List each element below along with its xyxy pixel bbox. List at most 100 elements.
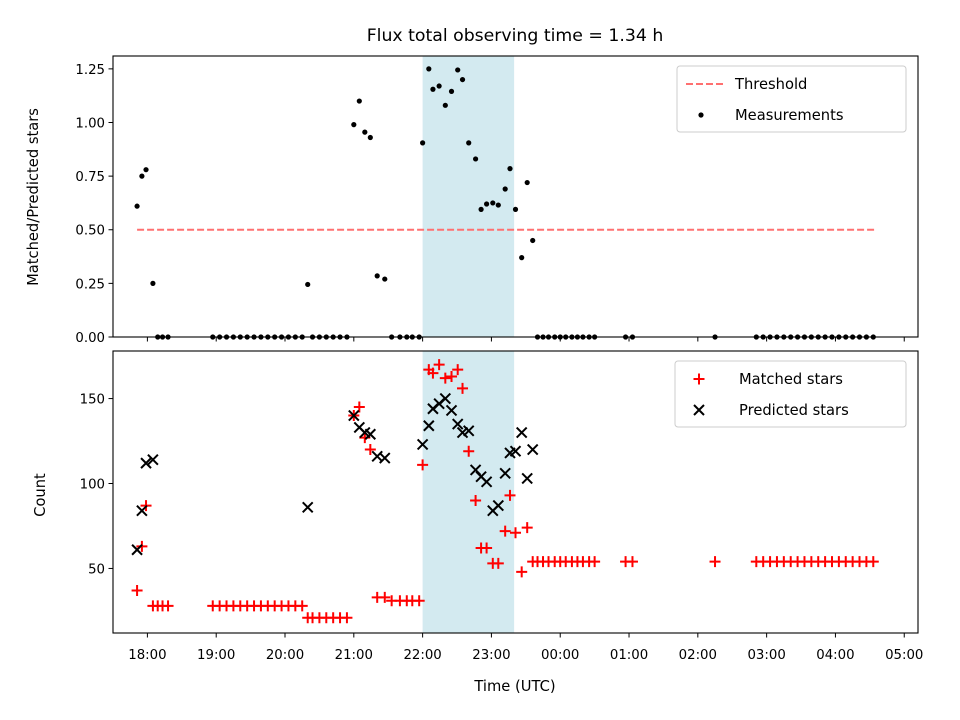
matched-star-point [433,359,445,371]
predicted-star-point [526,443,539,456]
predicted-star-point [521,472,533,485]
predicted-star-point [499,467,511,480]
legend-predicted-swatch [693,404,705,416]
legend-measurements-swatch [698,112,704,118]
measurement-point [478,206,484,212]
top-y-tick-label: 0.50 [75,224,105,239]
predicted-star-point [364,428,377,440]
predicted-star-point [509,445,522,457]
top-legend-label: Threshold [734,76,807,93]
matched-star-point [417,459,429,471]
matched-star-point [867,556,879,568]
top-highlight-span [422,56,515,337]
measurement-point [351,122,357,128]
bottom-legend-label: Matched stars [739,371,843,388]
predicted-star-point [492,499,505,512]
matched-star-point [131,585,143,597]
top-y-tick-label: 0.25 [75,277,105,292]
measurement-point [143,167,149,173]
x-tick-label: 01:00 [610,648,648,663]
matched-star-point [510,527,521,539]
predicted-star-point [463,425,475,437]
top-y-tick-label: 1.00 [75,116,105,131]
predicted-star-point [379,452,391,464]
matched-star-point [492,557,504,569]
measurement-point [367,134,373,141]
matched-star-point [359,432,371,444]
bottom-y-tick-label: 50 [88,562,105,577]
matched-star-point [499,525,511,537]
top-panel-plot: 0.00 0.25 0.50 0.75 1.00 1.25 Threshold Measure… [75,55,919,346]
predicted-star-point [348,409,360,422]
measurement-point [442,102,448,108]
top-y-axis-label: Matched/Predicted stars [25,108,42,286]
measurement-point [530,237,536,244]
top-axes-frame [112,55,919,338]
matched-star-point [589,556,601,568]
x-tick-label: 22:00 [403,648,441,663]
figure-title: Flux total observing time = 1.34 h [367,26,664,46]
matched-star-point [439,372,451,384]
measurement-point [436,83,442,89]
measurement-point [519,255,525,261]
measurement-point [150,280,156,286]
measurement-point [426,66,432,72]
measurement-point [374,273,380,279]
measurement-point [139,173,145,179]
predicted-star-point [140,457,152,469]
bottom-axes-frame [112,350,919,634]
x-tick-label: 03:00 [747,648,785,663]
measurement-point [448,88,455,94]
top-legend-box [676,65,907,133]
bottom-y-axis-label: Count [32,473,49,517]
matched-star-point [463,445,475,457]
predicted-star-point [445,404,458,417]
matched-star-point [341,612,353,624]
matched-star-point [470,494,482,506]
measurement-point [495,202,501,208]
legend-matched-swatch [693,373,705,385]
x-tick-label: 20:00 [266,648,304,663]
x-tick-label: 05:00 [885,648,923,663]
predicted-star-point [480,476,493,488]
matched-star-point [481,542,493,554]
top-legend-label: Measurements [735,107,844,124]
matched-star-point [457,382,469,394]
x-tick-label: 00:00 [541,648,579,663]
matched-star-point [516,566,528,578]
matched-star-point [296,600,308,612]
bottom-legend-label: Predicted stars [739,402,849,419]
matched-star-point [136,540,148,552]
matched-star-point [521,522,533,534]
top-y-tick-label: 0.75 [75,170,105,185]
predicted-star-point [136,504,148,517]
measurement-point [305,281,311,288]
matched-star-point [413,595,425,607]
bottom-y-tick-label: 100 [80,478,105,493]
x-tick-label: 21:00 [335,648,373,663]
x-tick-label: 23:00 [472,648,510,663]
measurement-point [472,156,479,162]
measurement-point [455,67,461,73]
predicted-star-point [302,501,314,513]
measurement-point [382,276,388,282]
measurement-point [507,166,513,172]
matched-star-point [353,401,365,413]
measurement-point [356,98,362,104]
x-tick-label: 18:00 [128,648,166,663]
matched-star-point [709,556,721,568]
bottom-highlight-span [422,351,515,633]
measurement-point [502,186,508,192]
measurement-point [484,201,490,207]
matched-star-point [379,591,391,603]
measurement-point [420,140,426,146]
measurement-point [459,76,466,83]
x-tick-label: 19:00 [197,648,235,663]
predicted-star-point [416,438,429,451]
matched-star-point [162,600,174,612]
measurement-point [430,86,436,92]
top-y-tick-label: 1.25 [75,63,105,78]
predicted-star-point [423,420,435,432]
predicted-star-point [147,454,159,466]
